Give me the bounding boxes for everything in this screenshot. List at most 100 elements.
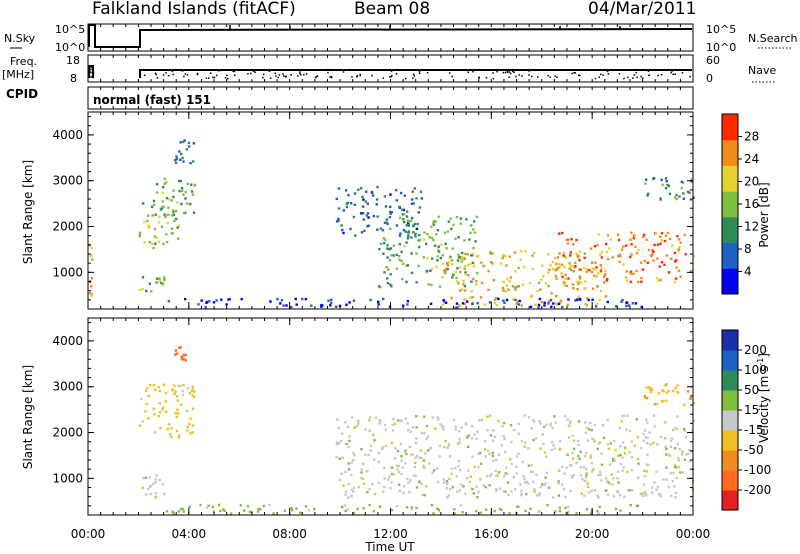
power-cell — [515, 302, 519, 305]
power-cell — [464, 273, 467, 276]
velocity-cell — [141, 420, 144, 423]
velocity-cell — [407, 429, 410, 432]
velocity-cell — [522, 475, 525, 478]
velocity-cell — [639, 492, 643, 496]
velocity-cell — [655, 402, 658, 406]
velocity-cell — [390, 466, 394, 469]
power-cell — [183, 211, 186, 215]
velocity-cell — [441, 424, 444, 428]
power-cell — [599, 269, 603, 272]
power-cell — [680, 180, 683, 184]
power-cell — [427, 283, 430, 286]
velocity-cell — [396, 464, 399, 467]
velocity-cell — [646, 453, 649, 456]
velocity-cell — [478, 419, 481, 422]
power-cell — [649, 254, 653, 257]
power-cell — [589, 247, 593, 250]
power-cell — [240, 297, 243, 301]
power-cell — [632, 236, 636, 240]
velocity-cell — [515, 465, 518, 468]
velocity-cell — [590, 470, 594, 473]
power-cell — [480, 281, 484, 285]
power-cell — [483, 303, 487, 306]
velocity-cell — [181, 389, 184, 393]
power-cell — [90, 294, 93, 297]
nave-dot — [492, 72, 494, 74]
power-cell — [477, 254, 480, 258]
velocity-cell — [344, 490, 348, 493]
power-cell — [443, 231, 447, 234]
velocity-cell — [419, 449, 423, 452]
velocity-cell — [485, 508, 488, 511]
velocity-cell — [414, 474, 418, 478]
velocity-cell — [460, 426, 463, 429]
velocity-cell — [583, 455, 587, 458]
nave-dot — [359, 74, 361, 77]
nave-dot — [183, 75, 185, 78]
velocity-cell — [676, 415, 679, 418]
power-cell — [564, 256, 568, 260]
velocity-cell — [418, 456, 421, 459]
nave-dot — [282, 75, 285, 77]
velocity-cell — [438, 455, 441, 458]
power-cell — [386, 244, 389, 247]
power-cell — [180, 187, 184, 190]
velocity-cell — [630, 456, 634, 459]
velocity-cell — [635, 418, 638, 421]
velocity-cell — [409, 430, 412, 433]
velocity-cell — [502, 490, 506, 493]
power-cell — [629, 270, 632, 273]
velocity-cell — [177, 412, 180, 415]
power-cell — [436, 229, 440, 232]
power-cell — [432, 219, 436, 223]
power-cell — [352, 299, 356, 302]
power-cell — [399, 216, 402, 220]
power-cell — [608, 247, 611, 250]
velocity-cell — [336, 443, 339, 446]
power-cell — [353, 203, 356, 206]
power-cell — [548, 268, 551, 271]
nave-dot — [90, 76, 93, 78]
power-cell — [617, 255, 620, 258]
power-cell — [543, 304, 546, 307]
velocity-cell — [257, 507, 260, 511]
nave-label: Nave — [748, 64, 776, 77]
velocity-cell — [454, 428, 457, 431]
power-cell — [465, 218, 468, 221]
power-cell — [603, 281, 606, 284]
velocity-cell — [169, 433, 172, 436]
power-cell — [667, 231, 670, 235]
velocity-cell — [621, 456, 624, 459]
nave-dot — [515, 75, 517, 78]
velocity-cell — [643, 475, 646, 478]
power-cell — [402, 262, 405, 265]
velocity-cell — [618, 494, 622, 497]
colorbar-tick-label: 15 — [744, 403, 759, 417]
power-cell — [437, 245, 440, 248]
velocity-cell — [406, 477, 409, 481]
velocity-cell — [188, 391, 192, 395]
power-cell — [660, 239, 663, 242]
power-cell — [403, 245, 406, 248]
nave-dot — [90, 66, 92, 69]
power-cell — [220, 298, 223, 301]
velocity-cell — [524, 509, 527, 513]
velocity-cell — [383, 423, 387, 427]
velocity-cell — [558, 469, 561, 472]
nsky-trace — [88, 24, 693, 48]
power-cell — [430, 225, 433, 228]
power-cell — [459, 222, 462, 225]
velocity-cell — [395, 504, 399, 508]
velocity-cell — [477, 490, 480, 494]
power-cell — [430, 257, 434, 260]
velocity-cell — [589, 421, 592, 425]
velocity-cell — [568, 464, 572, 467]
velocity-cell — [503, 437, 506, 441]
velocity-cell — [597, 442, 600, 445]
velocity-cell — [162, 383, 166, 386]
velocity-cell — [484, 440, 487, 443]
power-cell — [407, 233, 410, 236]
power-cell — [635, 251, 639, 255]
velocity-cell — [146, 487, 150, 491]
nave-dot — [89, 76, 91, 78]
